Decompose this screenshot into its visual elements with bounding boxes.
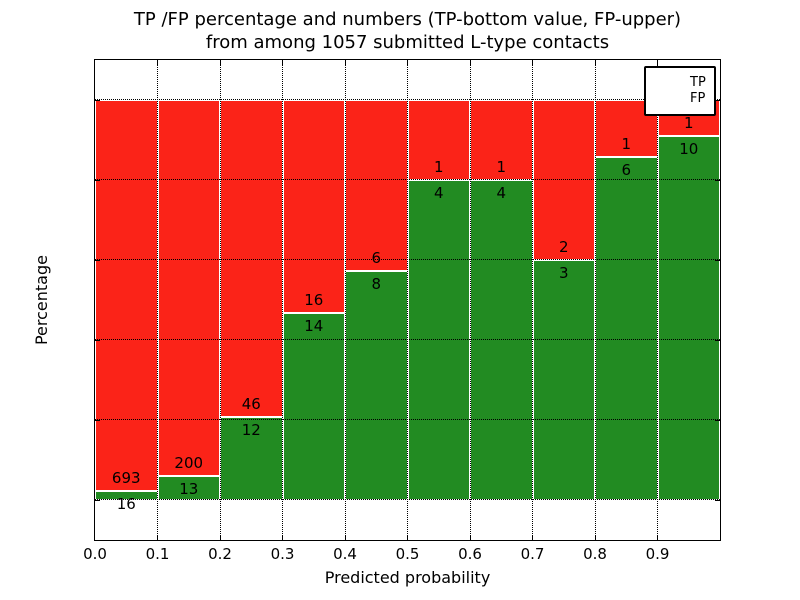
legend: TP FP (644, 66, 716, 116)
chart-title: TP /FP percentage and numbers (TP-bottom… (95, 8, 720, 54)
v-gridline (469, 60, 471, 540)
x-tick-label: 0.3 (270, 545, 295, 563)
fp-bar-segment (345, 100, 408, 272)
x-tick-mark (219, 535, 221, 540)
legend-label-tp: TP (690, 75, 706, 90)
x-tick-label: 0.1 (145, 545, 170, 563)
fp-bar-segment (470, 100, 533, 180)
tp-count-label: 14 (304, 317, 324, 336)
x-tick-mark (407, 60, 408, 65)
legend-item-fp: FP (654, 92, 706, 106)
tp-bar-segment (345, 271, 408, 500)
x-tick-mark (344, 535, 346, 540)
legend-label-fp: FP (690, 91, 706, 106)
x-tick-mark (532, 535, 533, 540)
v-gridline (657, 60, 658, 540)
fp-bar-segment (532, 100, 595, 260)
x-tick-label: 0.7 (520, 545, 545, 563)
y-tick-mark (95, 259, 100, 261)
fp-bar-segment (95, 100, 158, 491)
fp-count-label: 1 (496, 158, 507, 176)
fp-bar-segment (282, 100, 345, 314)
fp-count-label: 16 (304, 291, 324, 310)
fp-count-label: 200 (174, 453, 204, 472)
fp-count-label: 1 (433, 158, 444, 176)
y-tick-mark (95, 99, 100, 101)
v-gridline (407, 60, 408, 540)
tp-bar-segment (470, 180, 533, 500)
x-axis-label: Predicted probability (324, 568, 491, 587)
tp-count-label: 10 (679, 140, 699, 159)
y-tick-mark (715, 419, 720, 421)
fp-count-label: 46 (241, 395, 261, 414)
x-tick-mark (469, 60, 471, 65)
x-tick-mark (219, 60, 221, 65)
plot-area: TP FP 693 16 200 13 46 12 16 14 6 8 1 4 1 4 2 3 1 6 1 10 (94, 59, 721, 541)
y-tick-mark (715, 179, 720, 181)
x-tick-mark (594, 535, 596, 540)
chart-title-line2: from among 1057 submitted L-type contact… (205, 32, 610, 53)
legend-swatch-tp-icon (654, 78, 680, 88)
x-tick-mark (594, 60, 596, 65)
tp-bar-segment (282, 313, 345, 500)
x-tick-mark (407, 535, 408, 540)
x-tick-mark (657, 535, 658, 540)
tp-count-label: 4 (433, 184, 444, 202)
legend-item-tp: TP (654, 76, 706, 90)
y-tick-mark (95, 339, 100, 341)
fp-count-label: 693 (111, 468, 141, 487)
x-tick-mark (344, 60, 346, 65)
tp-count-label: 4 (496, 184, 507, 202)
x-tick-mark (157, 60, 158, 65)
x-tick-label: 0.0 (83, 545, 107, 563)
tp-count-label: 3 (558, 264, 569, 282)
y-tick-mark (715, 339, 720, 341)
y-tick-mark (715, 499, 720, 501)
x-tick-mark (282, 60, 283, 65)
x-tick-label: 0.2 (208, 545, 232, 563)
v-gridline (219, 60, 221, 540)
x-tick-mark (657, 60, 658, 65)
tp-count-label: 16 (116, 494, 136, 513)
chart-title-line1: TP /FP percentage and numbers (TP-bottom… (133, 9, 682, 30)
tp-bar-segment (657, 136, 720, 500)
fp-count-label: 1 (683, 114, 694, 133)
tp-count-label: 8 (371, 275, 382, 294)
x-tick-mark (469, 535, 471, 540)
y-tick-mark (95, 419, 100, 421)
v-gridline (157, 60, 158, 540)
tp-count-label: 13 (179, 479, 199, 498)
y-tick-mark (715, 99, 720, 101)
x-tick-label: 0.6 (458, 545, 482, 563)
legend-swatch-fp-icon (654, 94, 680, 104)
y-tick-mark (95, 499, 100, 501)
fp-count-label: 2 (558, 238, 569, 256)
v-gridline (344, 60, 346, 540)
fp-count-label: 1 (621, 135, 632, 154)
x-tick-label: 0.8 (583, 545, 607, 563)
x-tick-label: 0.4 (333, 545, 357, 563)
tp-bar-segment (595, 157, 658, 500)
v-gridline (282, 60, 283, 540)
y-tick-mark (715, 259, 720, 261)
v-gridline (594, 60, 596, 540)
x-tick-label: 0.9 (645, 545, 670, 563)
x-tick-label: 0.5 (395, 545, 420, 563)
x-tick-mark (282, 535, 283, 540)
tp-count-label: 6 (621, 161, 632, 180)
fp-count-label: 6 (371, 249, 382, 268)
y-axis-label: Percentage (32, 255, 51, 346)
x-tick-mark (157, 535, 158, 540)
y-tick-mark (95, 179, 100, 181)
v-gridline (532, 60, 533, 540)
x-tick-mark (532, 60, 533, 65)
tp-count-label: 12 (241, 421, 261, 440)
tp-bar-segment (407, 180, 470, 500)
tp-bar-segment (532, 260, 595, 500)
